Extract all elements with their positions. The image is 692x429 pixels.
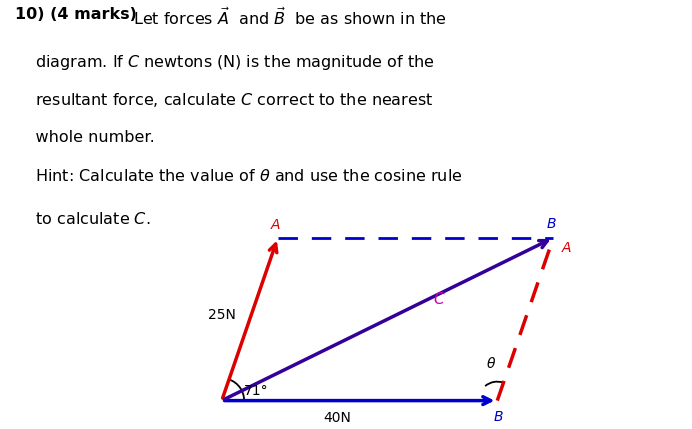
Text: 25N: 25N xyxy=(208,308,236,322)
Text: to calculate $C$.: to calculate $C$. xyxy=(15,211,151,227)
Text: A: A xyxy=(562,241,571,255)
Text: resultant force, calculate $C$ correct to the nearest: resultant force, calculate $C$ correct t… xyxy=(15,91,434,109)
Text: 71°: 71° xyxy=(244,384,268,398)
Text: 40N: 40N xyxy=(324,411,352,425)
Text: diagram. If $C$ newtons (N) is the magnitude of the: diagram. If $C$ newtons (N) is the magni… xyxy=(15,53,435,72)
Text: B: B xyxy=(547,217,556,231)
Text: 10) (4 marks): 10) (4 marks) xyxy=(15,7,137,22)
Text: Let forces $\vec{A}$  and $\vec{B}$  be as shown in the: Let forces $\vec{A}$ and $\vec{B}$ be as… xyxy=(128,7,447,28)
Text: C: C xyxy=(433,292,444,307)
Text: B: B xyxy=(494,410,503,424)
Text: θ: θ xyxy=(486,357,495,372)
Text: Hint: Calculate the value of $\theta$ and use the cosine rule: Hint: Calculate the value of $\theta$ an… xyxy=(15,168,463,184)
Text: A: A xyxy=(271,218,280,232)
Text: whole number.: whole number. xyxy=(15,130,155,145)
